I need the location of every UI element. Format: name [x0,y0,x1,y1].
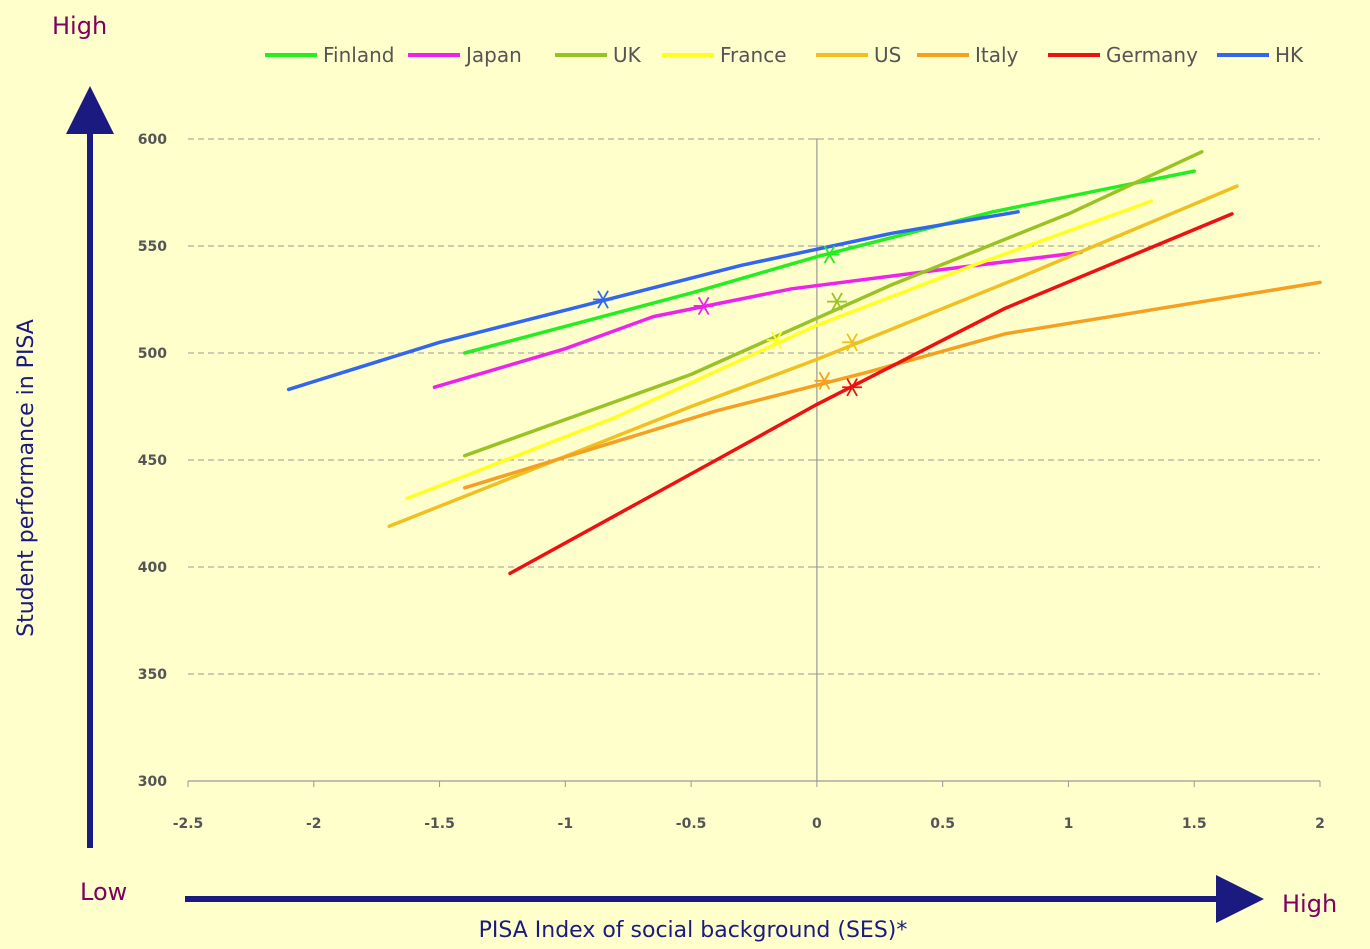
x-low-label: Low [80,878,128,906]
legend-label: Italy [975,43,1019,67]
series-line-us [387,184,1239,529]
legend-label: Germany [1106,43,1198,67]
plot-axes [187,138,1321,787]
x-tick-label: -2.5 [173,816,204,832]
tick-labels: 300 350 400 450 500 550 600 -2.5 -2 -1.5 -1 -0.5 0 0.… [138,132,1325,832]
y-tick-label: 300 [138,774,167,790]
x-tick-label: -0.5 [676,816,707,832]
series-line-finland [462,169,1196,355]
y-tick-label: 500 [138,346,167,362]
x-tick-label: -1.5 [424,816,455,832]
legend-item-us: US [816,43,901,67]
legend-item-uk: UK [555,43,642,67]
x-tick-label: 0 [812,816,822,832]
series-marker-france [766,331,787,350]
y-tick-label: 600 [138,132,167,148]
legend-item-japan: Japan [408,43,522,67]
series-marker-italy [814,371,835,390]
series-line-france [405,199,1154,501]
x-high-label: High [1282,890,1338,918]
legend-label: HK [1275,43,1304,67]
legend-item-italy: Italy [917,43,1019,67]
legend-label: Finland [323,43,394,67]
x-tick-label: 0.5 [930,816,955,832]
x-tick-label: 1 [1064,816,1074,832]
x-axis-title: PISA Index of social background (SES)* [479,918,908,943]
x-tick-label: -1 [558,816,574,832]
series-line-italy [462,280,1322,490]
series-marker-hk [593,290,614,309]
series-marker-germany [842,378,863,397]
x-tick-label: -2 [306,816,322,832]
y-tick-label: 400 [138,560,167,576]
x-tick-label: 2 [1315,816,1325,832]
y-high-label: High [52,12,108,40]
series-line-uk [462,150,1204,458]
series-marker-japan [693,296,714,316]
series-marker-uk [827,292,848,311]
grid [188,138,1320,675]
legend-label: France [720,43,787,67]
y-tick-label: 550 [138,239,167,255]
legend-label: US [874,43,901,67]
legend-item-france: France [662,43,787,67]
series-line-germany [508,212,1234,576]
series-marker-us [842,333,863,352]
series-lines [286,150,1322,576]
series-marker-finland [819,245,840,264]
legend-item-hk: HK [1217,43,1304,67]
series-markers [593,245,863,397]
legend: Finland Japan UK France US Italy Germany HK [265,43,1304,67]
legend-item-finland: Finland [265,43,394,67]
y-tick-label: 350 [138,667,167,683]
x-tick-label: 1.5 [1182,816,1207,832]
y-tick-label: 450 [138,453,167,469]
series-line-hk [286,210,1020,392]
legend-label: Japan [464,43,522,67]
legend-label: UK [613,43,642,67]
legend-item-germany: Germany [1048,43,1198,67]
y-axis-title: Student performance in PISA [14,319,39,637]
